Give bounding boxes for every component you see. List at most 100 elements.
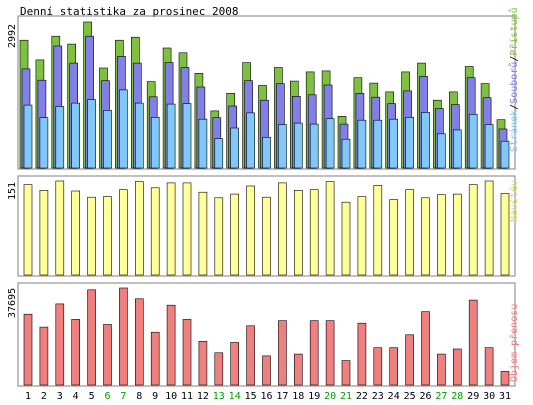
hits-bars xyxy=(19,21,510,169)
visits-bar-21 xyxy=(341,201,351,276)
day-axis-labels: 1 2 3 4 5 6 7 8 9 10 11 12 13 14 15 16 17 18 19 20 21 22 23 24 2… xyxy=(25,391,511,402)
volume-bar-7 xyxy=(119,287,128,386)
volume-bars xyxy=(23,287,510,386)
volume-bar-30 xyxy=(484,347,494,386)
visits-bar-6 xyxy=(103,196,112,276)
hits-bar-pages-18 xyxy=(293,122,303,169)
hits-bar-pages-1 xyxy=(23,104,33,169)
visits-bar-26 xyxy=(421,197,430,276)
volume-bar-12 xyxy=(198,340,208,386)
day-label-6: 6 xyxy=(104,391,110,402)
day-label-27: 27 xyxy=(435,391,447,402)
hits-panel: 2992 Stránek/Souborů/Přístupů xyxy=(7,7,520,170)
volume-bar-13 xyxy=(214,352,224,386)
day-label-29: 29 xyxy=(467,391,479,402)
volume-bar-14 xyxy=(230,342,239,386)
day-label-4: 4 xyxy=(73,391,79,402)
volume-bar-9 xyxy=(150,331,160,386)
volume-bar-8 xyxy=(135,298,144,386)
day-label-9: 9 xyxy=(152,391,158,402)
day-label-2: 2 xyxy=(41,391,47,402)
day-label-18: 18 xyxy=(292,391,304,402)
visits-bars xyxy=(23,180,510,276)
visits-bar-27 xyxy=(437,194,446,276)
visits-bar-29 xyxy=(468,184,478,276)
hits-bar-pages-2 xyxy=(39,117,49,169)
volume-ymax-label: 37695 xyxy=(7,288,18,318)
day-label-8: 8 xyxy=(136,391,142,402)
hits-ymax-label: 2992 xyxy=(7,24,18,48)
hits-bar-pages-8 xyxy=(135,102,144,169)
day-label-14: 14 xyxy=(229,391,241,402)
day-label-10: 10 xyxy=(165,391,177,402)
volume-bar-27 xyxy=(437,353,446,386)
volume-bar-21 xyxy=(341,360,351,386)
day-label-28: 28 xyxy=(451,391,463,402)
day-label-30: 30 xyxy=(483,391,495,402)
volume-bar-2 xyxy=(39,326,49,386)
day-label-21: 21 xyxy=(340,391,352,402)
day-label-7: 7 xyxy=(120,391,126,402)
visits-bar-25 xyxy=(405,189,414,276)
visits-bar-13 xyxy=(214,197,224,276)
day-label-5: 5 xyxy=(89,391,95,402)
volume-bar-16 xyxy=(262,355,271,386)
hits-bar-pages-15 xyxy=(246,112,255,169)
visits-bar-14 xyxy=(230,193,239,276)
volume-bar-19 xyxy=(309,320,319,386)
hits-bar-pages-14 xyxy=(230,127,239,169)
visits-bar-28 xyxy=(452,193,462,276)
hits-bar-pages-12 xyxy=(198,118,208,169)
visits-bar-22 xyxy=(357,196,367,276)
visits-bar-30 xyxy=(484,180,494,276)
hits-panel-frame xyxy=(17,15,516,170)
hits-bar-pages-24 xyxy=(389,118,399,169)
day-label-20: 20 xyxy=(324,391,336,402)
hits-bar-pages-30 xyxy=(484,124,494,169)
day-label-19: 19 xyxy=(308,391,320,402)
hits-bar-pages-4 xyxy=(71,102,80,169)
day-label-24: 24 xyxy=(388,391,400,402)
volume-bar-6 xyxy=(103,324,112,386)
volume-bar-25 xyxy=(405,334,414,386)
day-label-22: 22 xyxy=(356,391,368,402)
hits-bar-pages-9 xyxy=(150,117,160,169)
volume-bar-23 xyxy=(373,347,383,386)
hits-bar-pages-23 xyxy=(373,119,383,169)
hits-bar-pages-3 xyxy=(55,106,65,169)
hits-bar-pages-17 xyxy=(278,124,287,169)
day-label-11: 11 xyxy=(181,391,193,402)
visits-bar-9 xyxy=(150,187,160,276)
volume-bar-5 xyxy=(87,289,96,386)
visits-bar-10 xyxy=(166,182,176,276)
visits-bar-15 xyxy=(246,185,255,276)
hits-bar-pages-29 xyxy=(468,114,478,169)
visits-bar-1 xyxy=(23,184,33,276)
volume-panel-frame xyxy=(17,282,516,387)
visits-bar-4 xyxy=(71,190,80,276)
visits-bar-20 xyxy=(325,181,335,276)
hits-bar-pages-25 xyxy=(405,117,414,169)
visits-bar-23 xyxy=(373,185,383,276)
volume-bar-31 xyxy=(500,371,510,386)
visits-bar-8 xyxy=(135,181,144,276)
hits-bar-pages-31 xyxy=(500,140,510,169)
visits-panel-frame xyxy=(17,175,516,277)
day-label-16: 16 xyxy=(260,391,272,402)
volume-panel: 37695 Objem přenosu xyxy=(7,282,520,387)
volume-bar-20 xyxy=(325,320,335,386)
volume-bar-29 xyxy=(468,299,478,386)
volume-bar-17 xyxy=(278,320,287,386)
day-label-17: 17 xyxy=(276,391,288,402)
volume-bar-22 xyxy=(357,322,367,386)
visits-bar-16 xyxy=(262,196,271,276)
volume-legend: Objem přenosu xyxy=(508,304,520,382)
volume-bar-3 xyxy=(55,303,65,386)
day-label-23: 23 xyxy=(372,391,384,402)
hits-bar-pages-7 xyxy=(119,89,128,169)
volume-bar-10 xyxy=(166,304,176,386)
visits-panel: 151 Návštěv xyxy=(7,175,520,277)
volume-bar-18 xyxy=(293,353,303,386)
visits-bar-11 xyxy=(182,182,192,276)
